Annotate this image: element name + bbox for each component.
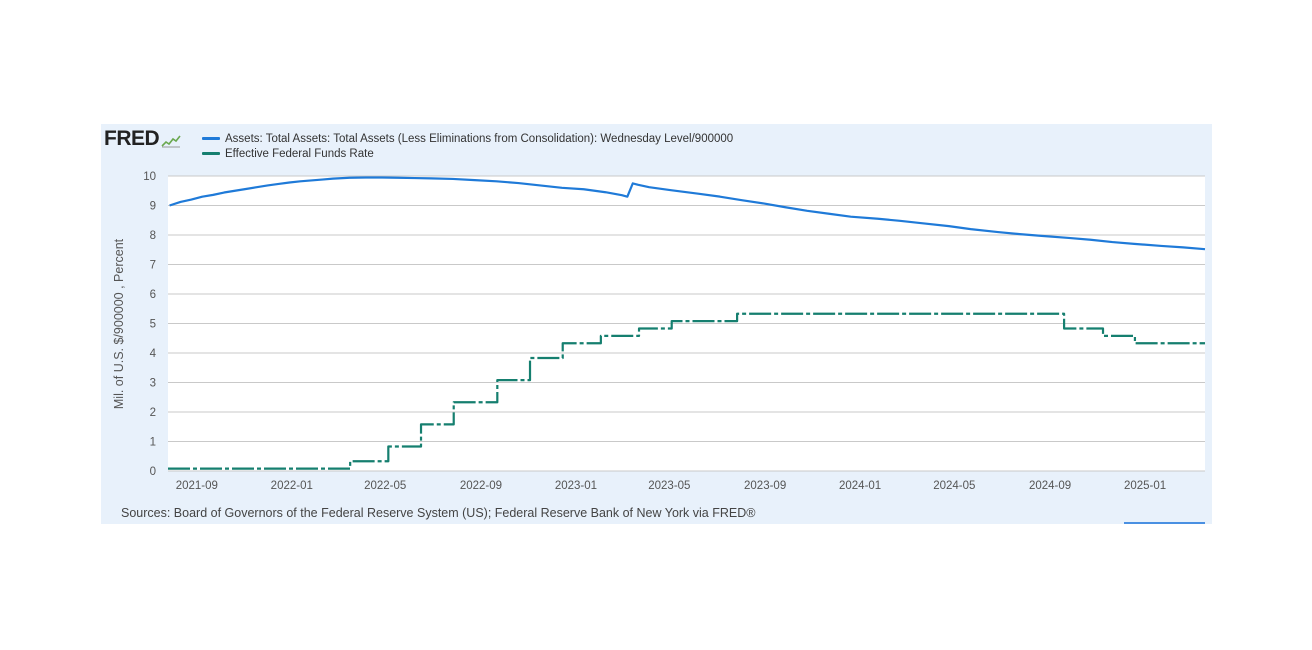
grid-lines (168, 175, 1205, 472)
legend-swatch-effr (202, 152, 220, 155)
y-tick-label-8: 8 (150, 230, 156, 242)
legend-label-effr: Effective Federal Funds Rate (225, 147, 374, 160)
y-tick-label-5: 5 (150, 319, 156, 331)
x-tick-label-2022-09: 2022-09 (460, 480, 502, 492)
y-tick-label-10: 10 (143, 171, 156, 183)
x-tick-label-2022-01: 2022-01 (271, 480, 313, 492)
fred-chart-icon (161, 135, 181, 148)
x-tick-label-2024-05: 2024-05 (933, 480, 975, 492)
x-tick-label-2024-09: 2024-09 (1029, 480, 1071, 492)
legend-item-effr[interactable]: Effective Federal Funds Rate (202, 146, 733, 161)
series-line-assets (169, 176, 1206, 251)
sources-note: Sources: Board of Governors of the Feder… (121, 506, 756, 520)
fred-logo-text: FRED (104, 127, 160, 150)
y-tick-label-7: 7 (150, 260, 156, 272)
y-tick-label-4: 4 (150, 348, 157, 360)
legend-item-assets[interactable]: Assets: Total Assets: Total Assets (Less… (202, 131, 733, 146)
y-tick-labels: 0 1 2 3 4 5 6 7 8 9 10 (143, 171, 156, 478)
x-tick-label-2023-09: 2023-09 (744, 480, 786, 492)
x-tick-label-2023-01: 2023-01 (555, 480, 597, 492)
x-tick-label-2025-01: 2025-01 (1124, 480, 1166, 492)
legend-swatch-assets (202, 137, 220, 140)
legend-label-assets: Assets: Total Assets: Total Assets (Less… (225, 132, 734, 145)
chart-panel: FRED Assets: Total Assets: Total Assets … (101, 124, 1212, 524)
series-lines (168, 176, 1206, 470)
series-line-effr (168, 312, 1205, 470)
y-tick-label-0: 0 (150, 466, 156, 478)
y-tick-label-9: 9 (150, 201, 156, 213)
y-tick-label-6: 6 (150, 289, 156, 301)
x-tick-labels: 2021-09 2022-01 2022-05 2022-09 2023-01 2023-… (176, 480, 1166, 492)
fred-logo[interactable]: FRED (104, 127, 181, 151)
x-tick-label-2023-05: 2023-05 (648, 480, 690, 492)
chart-legend: Assets: Total Assets: Total Assets (Less… (202, 131, 733, 161)
line-chart: 0 1 2 3 4 5 6 7 8 9 10 2021-09 2022-01 2022-05 2022-0… (112, 171, 1206, 492)
y-tick-label-3: 3 (150, 378, 156, 390)
y-axis-title: Mil. of U.S. $/900000 , Percent (112, 238, 126, 409)
x-tick-label-2021-09: 2021-09 (176, 480, 218, 492)
x-tick-label-2024-01: 2024-01 (839, 480, 881, 492)
y-tick-label-1: 1 (150, 437, 156, 449)
download-button-edge[interactable] (1124, 522, 1205, 524)
x-tick-label-2022-05: 2022-05 (364, 480, 406, 492)
y-tick-label-2: 2 (150, 407, 156, 419)
